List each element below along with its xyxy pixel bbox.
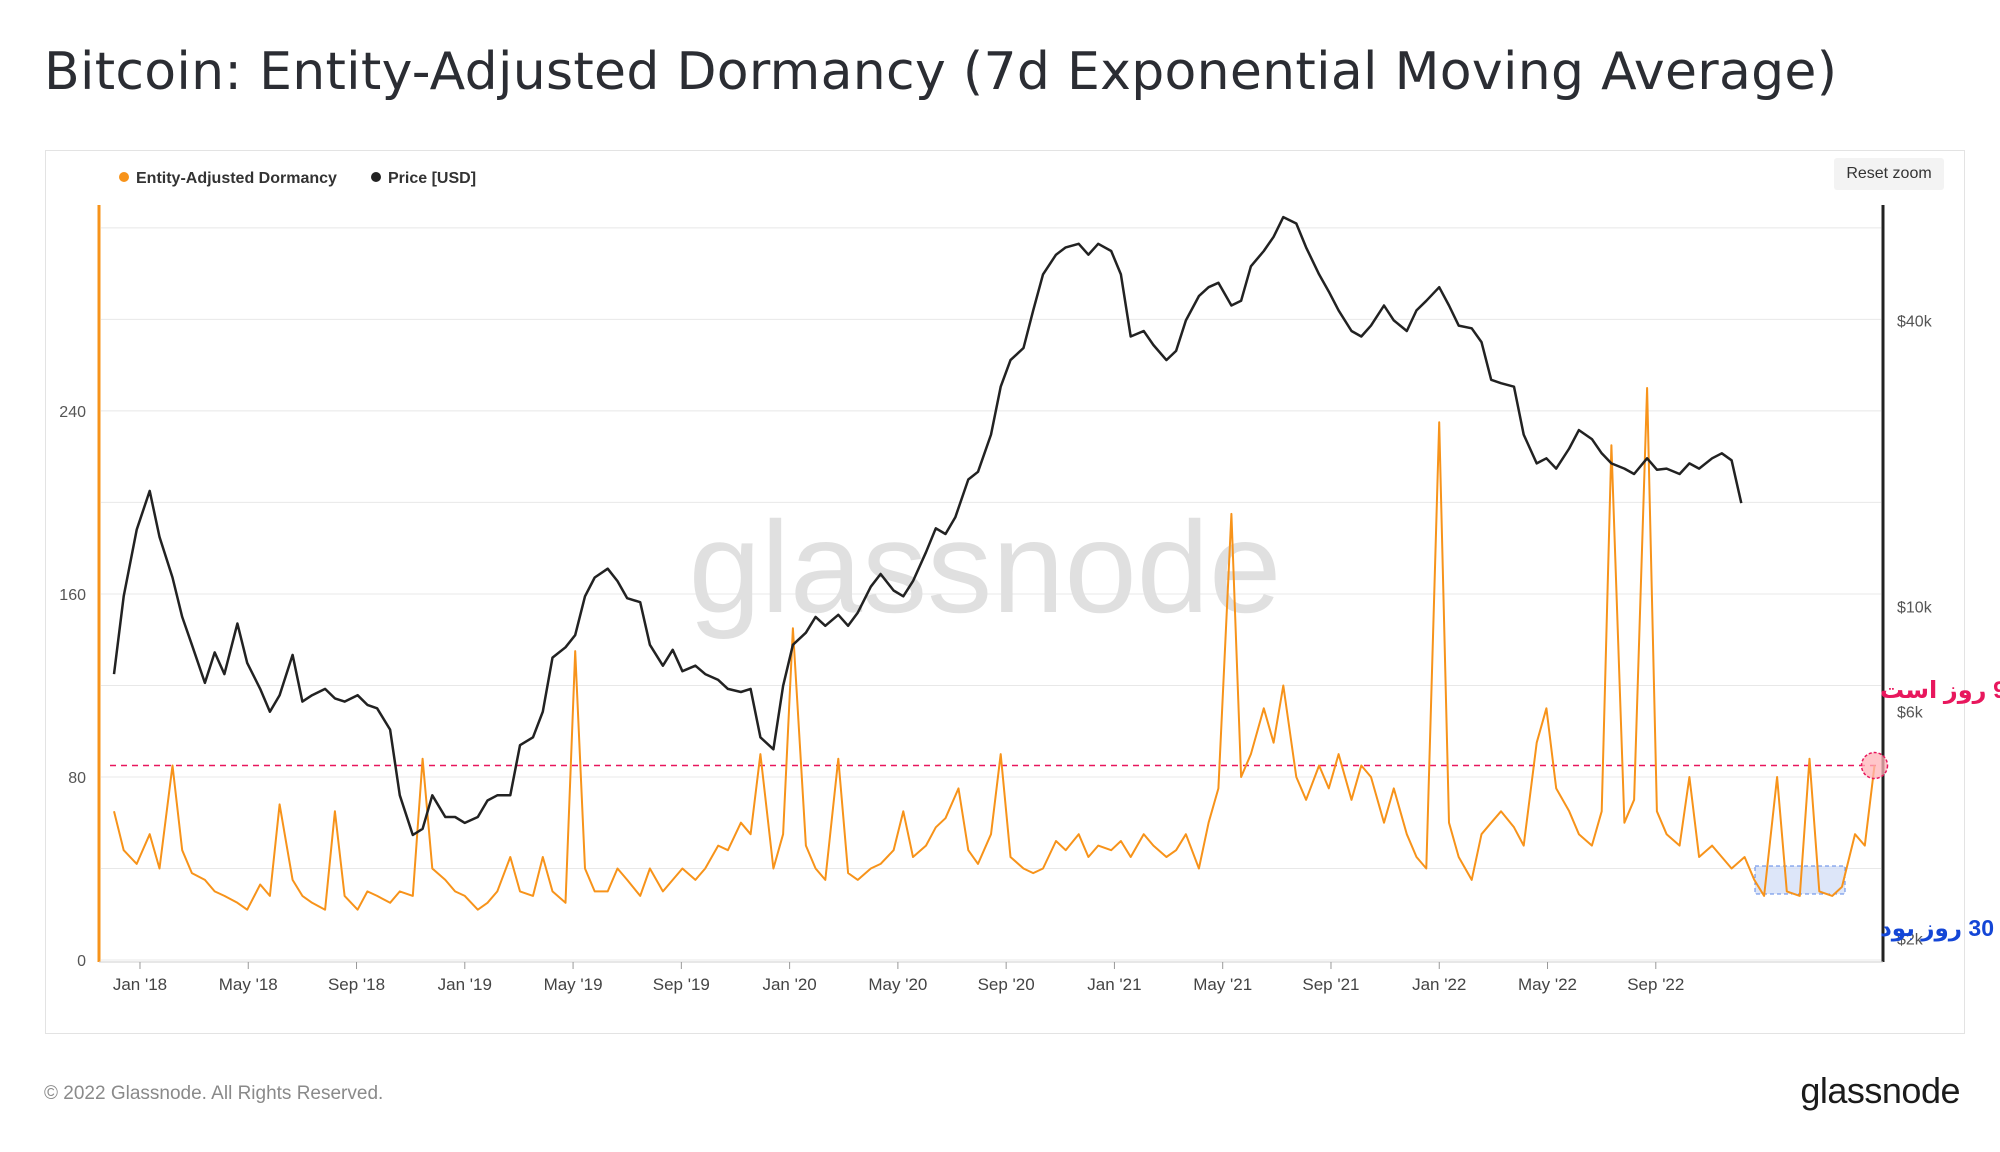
legend-dot-dormancy[interactable] bbox=[119, 172, 129, 182]
left-axis-tick-label: 160 bbox=[59, 587, 86, 604]
right-axis-tick-label: $2k bbox=[1897, 931, 1924, 948]
x-axis-tick-label: Jan '18 bbox=[113, 975, 167, 994]
annotation-current-dormancy: میانگین سنی بیتکوین های خرج شده 90 روز ا… bbox=[1880, 676, 2000, 704]
x-axis-ticks: Jan '18 May '18 Sep '18 Jan '19 May '19 Sep '… bbox=[113, 962, 1684, 994]
legend: Entity-Adjusted Dormancy Price [USD] bbox=[119, 170, 476, 187]
x-axis-tick-label: Sep '22 bbox=[1627, 975, 1684, 994]
series-line-price bbox=[112, 215, 1743, 837]
x-axis-tick-label: Sep '19 bbox=[653, 975, 710, 994]
x-axis-tick-label: Sep '18 bbox=[328, 975, 385, 994]
gridlines bbox=[101, 227, 1881, 961]
left-axis-ticks: 0 80 160 240 bbox=[59, 404, 86, 970]
current-value-marker[interactable] bbox=[1860, 751, 1889, 780]
watermark: glassnode bbox=[689, 494, 1282, 640]
x-axis-tick-label: Sep '20 bbox=[978, 975, 1035, 994]
page-title: Bitcoin: Entity-Adjusted Dormancy (7d Ex… bbox=[44, 42, 1838, 102]
left-axis-tick-label: 240 bbox=[59, 404, 86, 421]
x-axis-tick-label: May '22 bbox=[1518, 975, 1577, 994]
reset-zoom-button[interactable]: Reset zoom bbox=[1834, 158, 1944, 190]
series-line-dormancy bbox=[113, 387, 1876, 911]
legend-dot-price[interactable] bbox=[371, 172, 381, 182]
chart-card bbox=[45, 150, 1965, 1034]
left-axis-tick-label: 80 bbox=[68, 770, 86, 787]
right-axis-tick-label: $6k bbox=[1897, 705, 1924, 722]
x-axis-tick-label: Jan '19 bbox=[438, 975, 492, 994]
annotation-previous-dormancy: چند ماه قبل میانگین سنی بیتکوین های خرج … bbox=[1880, 915, 2000, 942]
right-axis-tick-label: $10k bbox=[1897, 599, 1933, 616]
x-axis-tick-label: Sep '21 bbox=[1302, 975, 1359, 994]
left-axis-tick-label: 0 bbox=[77, 953, 86, 970]
x-axis-tick-label: May '21 bbox=[1193, 975, 1252, 994]
copyright-text: © 2022 Glassnode. All Rights Reserved. bbox=[44, 1083, 384, 1104]
x-axis-tick-label: May '19 bbox=[544, 975, 603, 994]
right-axis-ticks: $2k $6k $10k $40k bbox=[1897, 313, 1933, 948]
legend-label-dormancy[interactable]: Entity-Adjusted Dormancy bbox=[136, 170, 337, 187]
x-axis-tick-label: May '18 bbox=[219, 975, 278, 994]
x-axis-tick-label: Jan '21 bbox=[1087, 975, 1141, 994]
x-axis-tick-label: May '20 bbox=[868, 975, 927, 994]
x-axis-tick-label: Jan '20 bbox=[762, 975, 816, 994]
legend-label-price[interactable]: Price [USD] bbox=[388, 170, 476, 187]
x-axis-tick-label: Jan '22 bbox=[1412, 975, 1466, 994]
right-axis-tick-label: $40k bbox=[1897, 313, 1933, 330]
glassnode-logo: glassnode bbox=[1800, 1070, 1960, 1111]
